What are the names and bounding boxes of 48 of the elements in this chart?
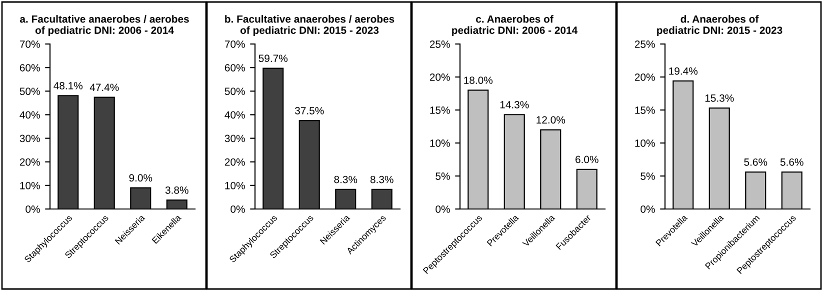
chart-title: d. Anaerobes of pediatric DNI: 2015 - 2023	[657, 15, 782, 36]
y-tick-label: 20%	[634, 74, 655, 81]
y-tick-label: 25%	[634, 40, 655, 48]
chart-title: b. Facultative anaerobes / aerobes of pediatric DNI: 2015 - 2023	[225, 15, 394, 36]
y-tick-label: 70%	[20, 40, 40, 48]
y-tick-label: 40%	[224, 111, 245, 119]
y-tick-label: 0%	[26, 206, 40, 213]
y-tick-label: 0%	[436, 206, 450, 213]
y-tick-label: 30%	[20, 134, 40, 142]
y-tick-label: 20%	[224, 158, 245, 166]
data-label: 37.5%	[295, 107, 324, 114]
data-label: 3.8%	[165, 186, 188, 194]
data-label: 15.3%	[705, 94, 734, 102]
y-tick-label: 15%	[635, 106, 655, 114]
y-tick-label: 40%	[20, 111, 40, 119]
y-tick-label: 5%	[640, 172, 655, 180]
y-tick-label: 70%	[224, 40, 245, 48]
data-label: 59.7%	[258, 54, 288, 62]
y-tick-label: 5%	[436, 172, 450, 180]
y-tick-label: 10%	[430, 140, 450, 147]
y-tick-label: 50%	[20, 88, 40, 96]
y-tick-label: 20%	[20, 158, 40, 166]
y-tick-label: 15%	[430, 106, 450, 114]
y-tick-label: 60%	[224, 64, 245, 72]
data-label: 48.1%	[54, 82, 83, 90]
data-label: 5.6%	[744, 158, 768, 166]
data-label: 8.3%	[334, 176, 358, 184]
data-label: 47.4%	[90, 84, 119, 92]
data-label: 19.4%	[669, 67, 698, 75]
y-tick-label: 0%	[230, 206, 245, 213]
data-label: 6.0%	[576, 156, 598, 164]
y-tick-label: 10%	[225, 182, 245, 190]
chart-title: a. Facultative anaerobes / aerobes of pediatric DNI: 2006 - 2014	[20, 15, 189, 36]
data-label: 5.6%	[780, 158, 804, 166]
data-label: 14.3%	[500, 101, 529, 108]
data-label: 8.3%	[370, 176, 394, 184]
y-tick-label: 30%	[224, 134, 245, 142]
data-label: 9.0%	[129, 174, 152, 182]
y-tick-label: 50%	[224, 88, 245, 96]
chart-title: c. Anaerobes of pediatric DNI: 2006 - 2014	[452, 15, 578, 36]
y-tick-label: 20%	[430, 74, 450, 81]
data-label: 18.0%	[464, 76, 493, 84]
y-tick-label: 10%	[20, 182, 40, 190]
y-tick-label: 25%	[430, 40, 450, 48]
y-tick-label: 0%	[640, 206, 655, 213]
data-label: 12.0%	[536, 116, 566, 124]
y-tick-label: 10%	[635, 140, 655, 147]
y-tick-label: 60%	[20, 64, 40, 72]
